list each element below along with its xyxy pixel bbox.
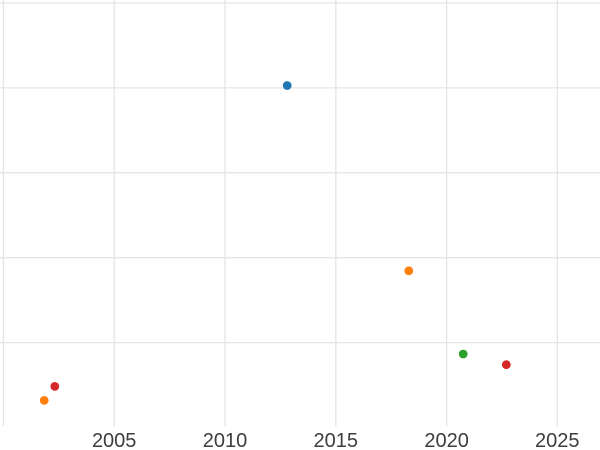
svg-text:2010: 2010	[203, 430, 248, 450]
svg-text:2020: 2020	[424, 430, 469, 450]
svg-text:2015: 2015	[314, 430, 359, 450]
svg-text:2005: 2005	[92, 430, 137, 450]
svg-text:2025: 2025	[535, 430, 580, 450]
